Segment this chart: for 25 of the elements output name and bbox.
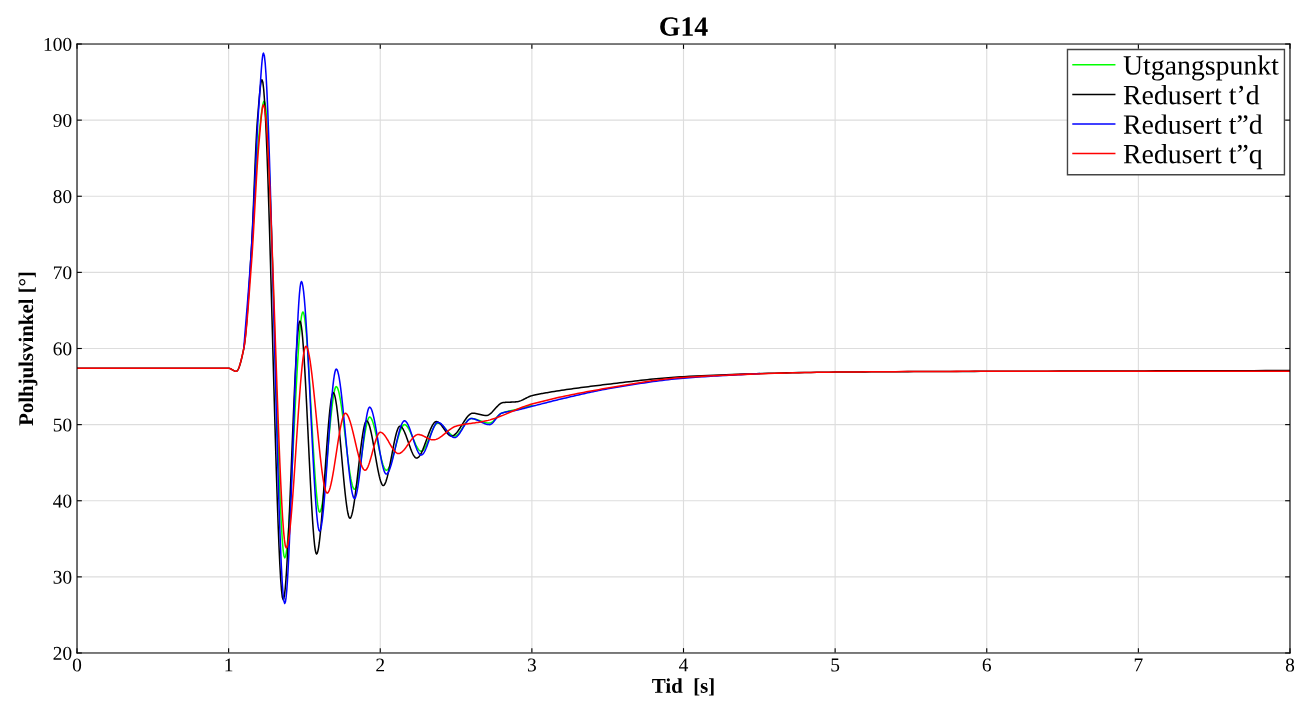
x-tick-label: 0 — [72, 658, 82, 672]
y-tick-label: 80 — [53, 190, 72, 204]
legend-label: Redusert t”d — [1123, 114, 1263, 134]
y-tick-label: 30 — [53, 570, 72, 584]
y-axis-title: Polhjulsvinkel [°] — [18, 272, 38, 426]
y-tick-label: 60 — [53, 342, 72, 356]
chart-title: G14 — [660, 17, 708, 36]
x-tick-label: 7 — [1134, 658, 1143, 672]
y-tick-label: 40 — [53, 494, 72, 508]
legend-label: Redusert t’d — [1123, 84, 1260, 105]
legend-label: Redusert t”q — [1123, 143, 1263, 170]
y-tick-label: 20 — [53, 646, 72, 660]
x-tick-label: 5 — [831, 658, 840, 672]
x-tick-label: 8 — [1285, 658, 1295, 672]
y-tick-label: 70 — [53, 266, 72, 280]
y-tick-label: 50 — [53, 418, 72, 432]
x-axis-title: Tid [s] — [652, 678, 714, 696]
x-tick-label: 2 — [376, 658, 385, 672]
y-tick-label: 90 — [53, 113, 72, 128]
x-tick-label: 6 — [982, 658, 992, 672]
x-tick-label: 4 — [679, 658, 689, 672]
y-tick-label: 100 — [44, 37, 72, 51]
legend-label: Utgangspunkt — [1123, 55, 1279, 81]
x-tick-label: 3 — [527, 658, 536, 672]
x-tick-label: 1 — [225, 658, 233, 672]
